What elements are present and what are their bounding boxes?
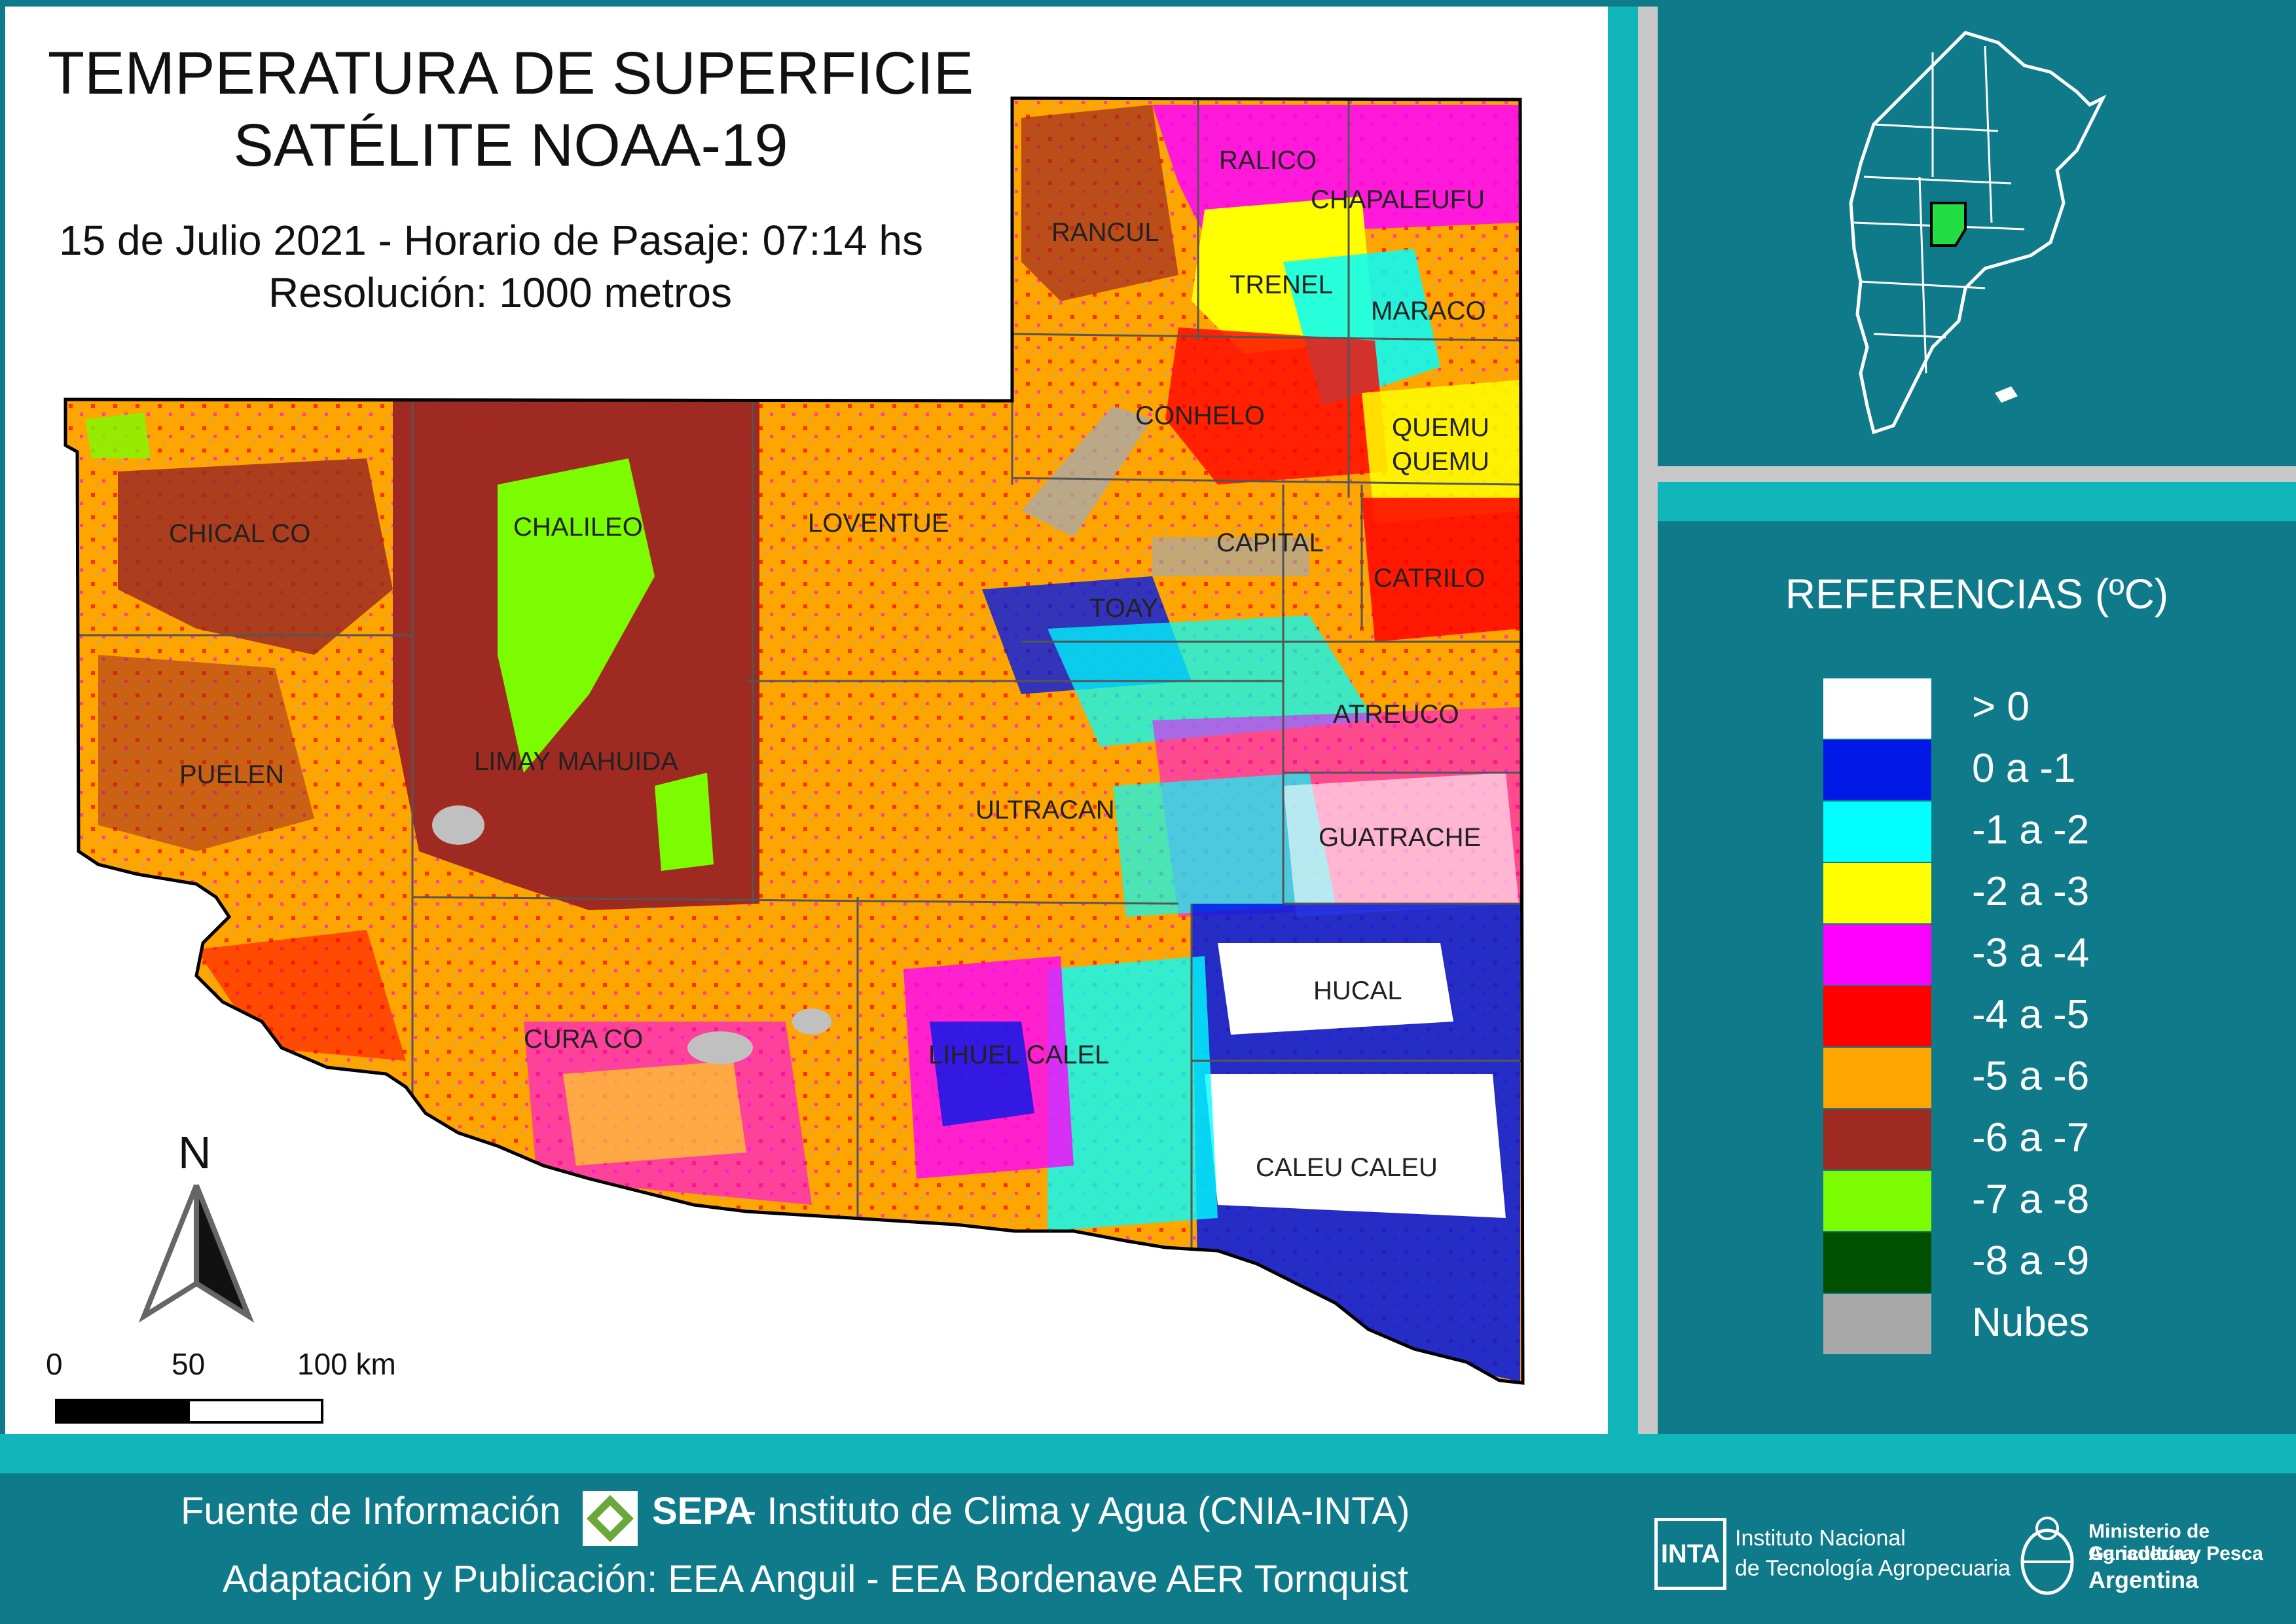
dept-label: CATRILO (1374, 564, 1485, 593)
map-title-line1: TEMPERATURA DE SUPERFICIE (47, 40, 974, 107)
legend-swatch (1823, 1294, 1931, 1354)
legend-swatch (1823, 863, 1931, 923)
legend-swatch (1823, 740, 1931, 800)
legend-label: -2 a -3 (1972, 869, 2090, 914)
legend-label: -5 a -6 (1972, 1054, 2090, 1099)
map-date-time: 15 de Julio 2021 - Horario de Pasaje: 07… (59, 217, 923, 264)
scale-tick-0: 0 (46, 1347, 63, 1381)
ministry-line2: Ganadería y Pesca (2088, 1543, 2263, 1564)
dept-label: QUEMU (1392, 413, 1489, 442)
legend-label: -8 a -9 (1972, 1238, 2090, 1283)
locator-inset (1658, 7, 2296, 465)
dept-label: ULTRACAN (975, 796, 1115, 824)
legend-swatch (1823, 1048, 1931, 1108)
dept-label: CALEU CALEU (1256, 1153, 1438, 1182)
legend-swatch (1823, 1171, 1931, 1231)
map-title-line2: SATÉLITE NOAA-19 (233, 112, 788, 179)
dept-label: RALICO (1219, 146, 1317, 175)
inta-name-line2: de Tecnología Agropecuaria (1735, 1556, 2011, 1581)
scale-tick-100: 100 km (297, 1347, 396, 1381)
la-pampa-highlight (1930, 202, 1967, 247)
scale-bar (55, 1399, 323, 1424)
legend-label: > 0 (1972, 684, 2030, 729)
inta-name-line1: Instituto Nacional (1735, 1526, 1906, 1551)
dept-label: QUEMU (1392, 447, 1489, 476)
dept-label: TOAY (1089, 594, 1158, 623)
dept-label: HUCAL (1313, 976, 1402, 1005)
divider-strip (0, 1434, 2296, 1473)
legend-swatch (1823, 1109, 1931, 1170)
inta-logo: INTA (1654, 1518, 1726, 1590)
legend-swatch (1823, 1232, 1931, 1293)
dept-label: PUELEN (179, 760, 284, 789)
legend-swatch (1823, 802, 1931, 862)
dept-label: LOVENTUE (808, 509, 949, 538)
legend-label: -3 a -4 (1972, 931, 2090, 976)
legend-label: -4 a -5 (1972, 992, 2090, 1037)
dept-label: CAPITAL (1216, 528, 1324, 557)
legend-swatch (1823, 986, 1931, 1046)
north-arrow-icon (138, 1184, 255, 1323)
province-map: RANCUL RALICO CHAPALEUFU TRENEL MARACO C… (55, 0, 1608, 1424)
divider-strip (1608, 7, 1638, 1434)
source-label: Fuente de Información (181, 1490, 561, 1532)
dept-label: RANCUL (1051, 218, 1159, 247)
legend-label: -6 a -7 (1972, 1115, 2090, 1160)
ministry-line1: Ministerio de Agricultura, (2088, 1521, 2210, 1564)
sepa-label: SEPA (652, 1490, 753, 1532)
legend-panel (1658, 521, 2296, 1434)
dept-label: CHAPALEUFU (1311, 185, 1485, 214)
dept-label: CURA CO (524, 1025, 643, 1054)
footer (0, 1473, 2296, 1624)
dept-label: ATREUCO (1333, 700, 1459, 729)
ministry-line3: Argentina (2088, 1566, 2199, 1593)
dept-label: CHALILEO (513, 513, 643, 542)
dept-label: CHICAL CO (169, 519, 310, 548)
legend-label: -7 a -8 (1972, 1177, 2090, 1222)
source-institute: - Instituto de Clima y Agua (CNIA-INTA) (744, 1490, 1410, 1532)
scale-tick-50: 50 (172, 1347, 206, 1381)
argentina-locator-map (1849, 31, 2107, 435)
map-resolution: Resolución: 1000 metros (268, 269, 732, 316)
north-label: N (178, 1127, 211, 1178)
dept-label: LIHUEL CALEL (928, 1041, 1109, 1069)
dept-label: CONHELO (1135, 401, 1265, 430)
sepa-logo-icon (583, 1491, 638, 1546)
divider-strip (1658, 466, 2296, 482)
department-labels: RANCUL RALICO CHAPALEUFU TRENEL MARACO C… (169, 146, 1489, 1182)
argentina-coat-of-arms-icon (2020, 1517, 2074, 1595)
legend-label: 0 a -1 (1972, 746, 2076, 791)
legend-title: REFERENCIAS (ºC) (1785, 570, 2169, 618)
adaptation-credit: Adaptación y Publicación: EEA Anguil - E… (223, 1558, 1408, 1600)
legend-label: Nubes (1972, 1300, 2090, 1345)
legend-swatch (1823, 678, 1931, 739)
department-boundaries (77, 98, 1523, 1257)
legend-swatch (1823, 925, 1931, 985)
dept-label: TRENEL (1230, 270, 1333, 299)
dept-label: MARACO (1371, 297, 1486, 325)
divider-strip (1658, 482, 2296, 521)
dept-label: LIMAY MAHUIDA (474, 747, 678, 776)
legend-label: -1 a -2 (1972, 807, 2090, 853)
divider-strip (1638, 7, 1658, 1434)
dept-label: GUATRACHE (1319, 823, 1481, 852)
